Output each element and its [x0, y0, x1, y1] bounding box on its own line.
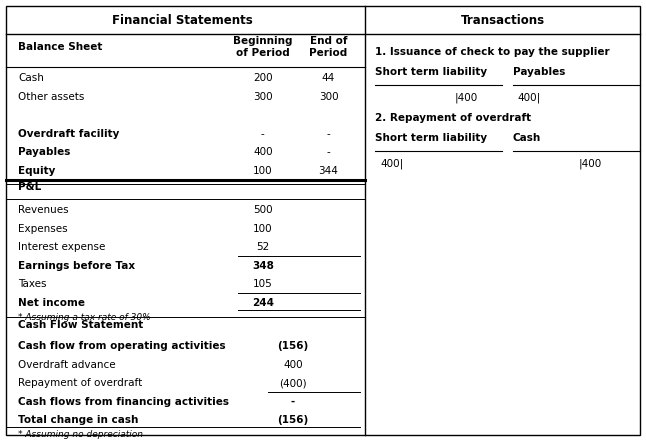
- Text: Equity: Equity: [18, 166, 56, 176]
- Text: (400): (400): [279, 378, 307, 388]
- Text: 1. Issuance of check to pay the supplier: 1. Issuance of check to pay the supplier: [375, 47, 610, 57]
- Text: Short term liability: Short term liability: [375, 67, 487, 77]
- Text: 100: 100: [253, 166, 273, 176]
- Text: 52: 52: [256, 242, 269, 252]
- Text: Cash flows from financing activities: Cash flows from financing activities: [18, 397, 229, 407]
- Text: Short term liability: Short term liability: [375, 133, 487, 143]
- Text: 105: 105: [253, 279, 273, 289]
- Text: 244: 244: [252, 298, 274, 308]
- Text: -: -: [291, 397, 295, 407]
- Text: 400: 400: [283, 360, 302, 370]
- Text: Cash Flow Statement: Cash Flow Statement: [18, 320, 143, 330]
- Text: Overdraft facility: Overdraft facility: [18, 129, 120, 139]
- Text: Revenues: Revenues: [18, 205, 68, 215]
- Text: |400: |400: [455, 93, 478, 103]
- Text: Expenses: Expenses: [18, 224, 68, 234]
- Text: Other assets: Other assets: [18, 92, 85, 102]
- Text: Cash flow from operating activities: Cash flow from operating activities: [18, 341, 225, 351]
- Text: Earnings before Tax: Earnings before Tax: [18, 261, 135, 271]
- Text: (156): (156): [277, 341, 308, 351]
- Text: -: -: [327, 147, 330, 157]
- Text: 2. Repayment of overdraft: 2. Repayment of overdraft: [375, 113, 531, 123]
- Text: Interest expense: Interest expense: [18, 242, 105, 252]
- Text: Balance Sheet: Balance Sheet: [18, 42, 102, 52]
- Text: * Assuming a tax rate of 30%: * Assuming a tax rate of 30%: [18, 313, 151, 322]
- Text: 400|: 400|: [518, 93, 541, 103]
- Text: -: -: [327, 129, 330, 139]
- Text: Overdraft advance: Overdraft advance: [18, 360, 116, 370]
- Text: 348: 348: [252, 261, 274, 271]
- Text: Cash: Cash: [513, 133, 541, 143]
- Text: 300: 300: [318, 92, 339, 102]
- Text: -: -: [261, 129, 265, 139]
- Text: Cash: Cash: [18, 73, 44, 83]
- Text: 500: 500: [253, 205, 273, 215]
- Text: Total change in cash: Total change in cash: [18, 415, 138, 425]
- Text: 100: 100: [253, 224, 273, 234]
- Text: of Period: of Period: [236, 48, 289, 58]
- Text: |400: |400: [579, 159, 602, 169]
- Text: (156): (156): [277, 415, 308, 425]
- Text: Financial Statements: Financial Statements: [112, 14, 253, 26]
- Text: End of: End of: [309, 36, 348, 46]
- Text: Payables: Payables: [18, 147, 70, 157]
- Text: * Assuming no depreciation: * Assuming no depreciation: [18, 430, 143, 440]
- Text: Payables: Payables: [513, 67, 565, 77]
- Text: 344: 344: [318, 166, 339, 176]
- Text: Period: Period: [309, 48, 348, 58]
- Text: 400|: 400|: [380, 159, 403, 169]
- Text: 300: 300: [253, 92, 273, 102]
- Text: Transactions: Transactions: [461, 14, 545, 26]
- Text: Net income: Net income: [18, 298, 85, 308]
- Text: Taxes: Taxes: [18, 279, 47, 289]
- Text: 200: 200: [253, 73, 273, 83]
- Text: Beginning: Beginning: [233, 36, 293, 46]
- Text: P&L: P&L: [18, 182, 41, 192]
- Text: Repayment of overdraft: Repayment of overdraft: [18, 378, 142, 388]
- Text: 44: 44: [322, 73, 335, 83]
- Text: 400: 400: [253, 147, 273, 157]
